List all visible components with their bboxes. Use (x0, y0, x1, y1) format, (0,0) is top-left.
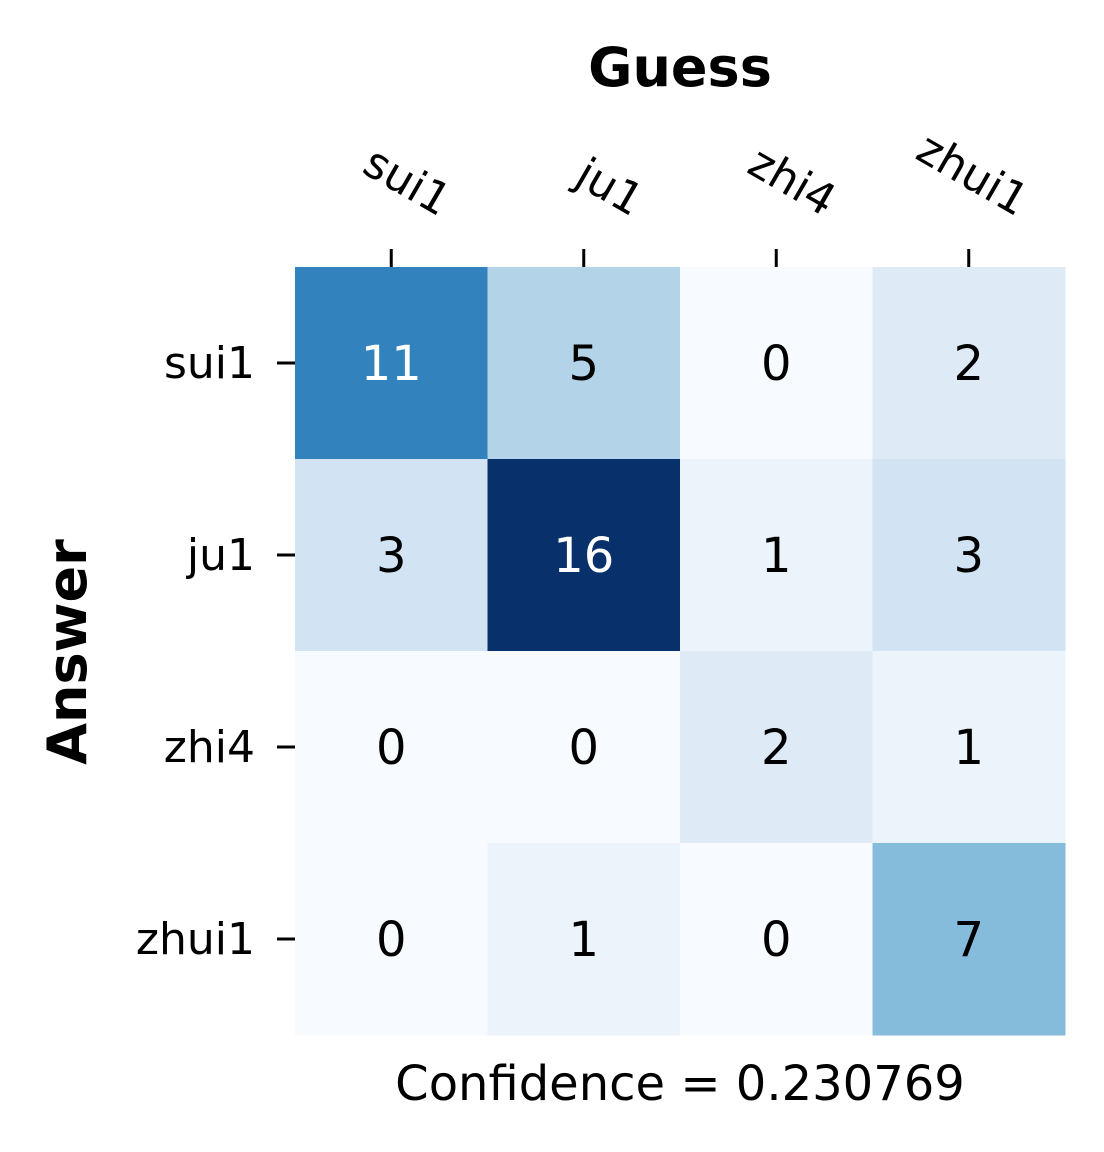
heatmap-cell-label-2-3: 1 (953, 720, 984, 776)
heatmap-cell-0-3 (872, 267, 1066, 460)
heatmap-cell-0-1 (487, 267, 681, 460)
heatmap-cell-3-3 (872, 843, 1066, 1036)
x-tick-label-zhi4: zhi4 (740, 137, 844, 227)
heatmap-cell-2-1 (487, 651, 681, 844)
heatmap-cells (295, 267, 1066, 1036)
heatmap-cell-label-0-0: 11 (361, 336, 422, 392)
y-tick-label-zhui1: zhui1 (136, 914, 255, 965)
y-axis-ticks: sui1 ju1 zhi4 zhui1 (136, 338, 295, 965)
heatmap-cell-label-3-3: 7 (953, 912, 984, 968)
heatmap-cell-label-0-2: 0 (761, 336, 792, 392)
heatmap-cell-1-0 (295, 459, 488, 652)
heatmap-cell-label-1-0: 3 (376, 528, 407, 584)
heatmap-cell-label-3-1: 1 (568, 912, 599, 968)
heatmap-cell-2-2 (680, 651, 873, 844)
heatmap-cell-label-2-1: 0 (568, 720, 599, 776)
x-tick-label-ju1: ju1 (566, 148, 651, 227)
heatmap-cell-3-2 (680, 843, 873, 1036)
heatmap-cell-3-0 (295, 843, 488, 1036)
heatmap-cell-label-3-2: 0 (761, 912, 792, 968)
heatmap-cell-3-1 (487, 843, 681, 1036)
heatmap-cell-1-3 (872, 459, 1066, 652)
y-axis-title: Answer (36, 539, 99, 765)
x-tick-label-sui1: sui1 (355, 137, 459, 227)
x-tick-label-zhui1: zhui1 (908, 123, 1037, 227)
heatmap-cell-label-3-0: 0 (376, 912, 407, 968)
heatmap-cell-label-0-3: 2 (953, 336, 984, 392)
heatmap-cell-0-2 (680, 267, 873, 460)
heatmap-cell-2-0 (295, 651, 488, 844)
heatmap-cell-label-1-1: 16 (553, 528, 614, 584)
heatmap-cell-label-2-0: 0 (376, 720, 407, 776)
heatmap-cell-1-1 (487, 459, 681, 652)
x-axis-title: Guess (588, 36, 772, 99)
heatmap-cell-label-1-2: 1 (761, 528, 792, 584)
confidence-caption: Confidence = 0.230769 (395, 1056, 965, 1112)
heatmap-cell-0-0 (295, 267, 488, 460)
heatmap-cell-2-3 (872, 651, 1066, 844)
heatmap-cell-1-2 (680, 459, 873, 652)
x-axis-ticks: sui1 ju1 zhi4 zhui1 (355, 123, 1037, 267)
heatmap-cell-labels: 11 5 0 2 3 16 1 3 0 0 2 1 0 1 0 7 (361, 336, 984, 968)
heatmap-cell-label-1-3: 3 (953, 528, 984, 584)
y-tick-label-ju1: ju1 (186, 530, 255, 581)
y-tick-label-sui1: sui1 (164, 338, 255, 389)
y-tick-label-zhi4: zhi4 (164, 722, 255, 773)
heatmap-cell-label-0-1: 5 (568, 336, 599, 392)
heatmap-cell-label-2-2: 2 (761, 720, 792, 776)
